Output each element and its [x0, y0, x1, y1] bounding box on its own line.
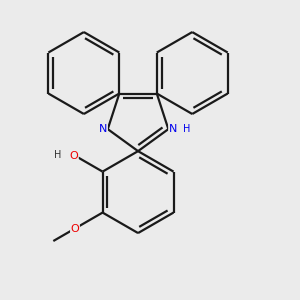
Text: O: O	[70, 224, 80, 233]
Text: N: N	[169, 124, 177, 134]
Text: H: H	[183, 124, 190, 134]
Text: N: N	[99, 124, 107, 134]
Text: O: O	[70, 151, 78, 161]
Text: H: H	[54, 150, 61, 160]
